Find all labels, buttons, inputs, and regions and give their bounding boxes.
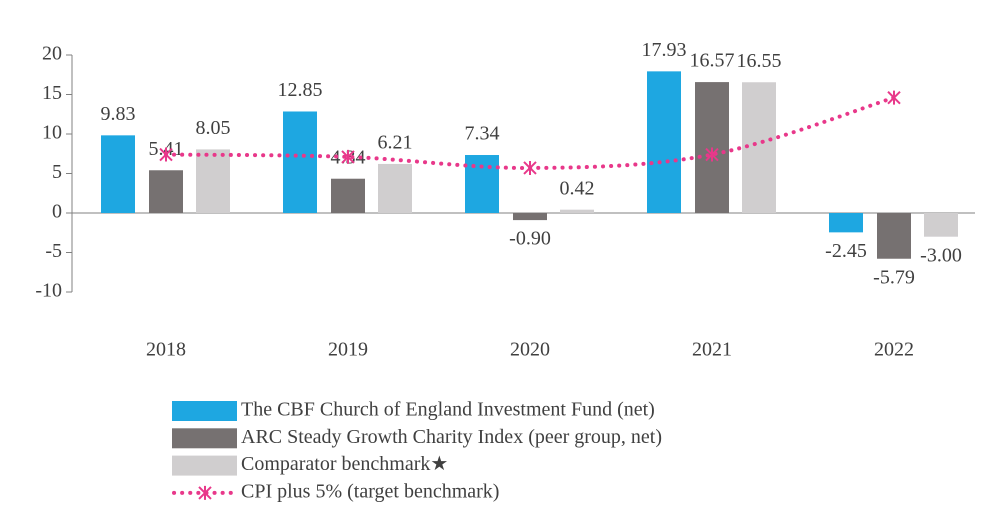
bar (924, 213, 958, 237)
y-tick-label: 15 (42, 82, 62, 104)
y-tick-label: -5 (45, 240, 62, 262)
bar (829, 213, 863, 233)
data-label: 17.93 (642, 39, 687, 61)
legend-label: The CBF Church of England Investment Fun… (241, 399, 655, 421)
data-label: 16.55 (737, 50, 782, 72)
bar (877, 213, 911, 259)
bar (647, 71, 681, 213)
marker (341, 149, 355, 164)
legend-swatch (172, 401, 237, 421)
bar (331, 178, 365, 213)
marker (705, 147, 719, 162)
x-tick-label: 2022 (874, 339, 914, 361)
y-tick-label: 0 (52, 201, 62, 223)
bar (513, 213, 547, 221)
y-tick-label: 5 (52, 161, 62, 183)
legend-label: CPI plus 5% (target benchmark) (241, 480, 499, 502)
y-tick-label: -10 (35, 280, 62, 302)
bar (560, 209, 594, 213)
data-label: 12.85 (278, 79, 323, 101)
marker (887, 90, 901, 105)
x-tick-label: 2020 (510, 339, 550, 361)
bar (196, 149, 230, 213)
data-label: 7.34 (465, 123, 500, 145)
legend-marker (198, 485, 212, 500)
bar (101, 135, 135, 213)
y-tick-label: 20 (42, 43, 62, 65)
legend-swatch (172, 428, 237, 449)
bar (378, 163, 412, 213)
bar (465, 155, 499, 213)
legend-label: ARC Steady Growth Charity Index (peer gr… (241, 426, 662, 448)
data-label: -2.45 (825, 240, 867, 262)
x-tick-label: 2021 (692, 339, 732, 361)
data-label: -0.90 (509, 228, 551, 250)
data-label: -5.79 (873, 266, 915, 288)
data-label: 6.21 (378, 132, 413, 154)
marker (159, 147, 173, 162)
legend-label: Comparator benchmark★ (241, 453, 448, 475)
data-label: 0.42 (560, 177, 595, 199)
data-label: 16.57 (690, 50, 735, 72)
data-label: 9.83 (101, 103, 136, 125)
x-tick-label: 2019 (328, 339, 368, 361)
legend-swatch (172, 455, 237, 476)
line (164, 95, 896, 170)
data-label: -3.00 (920, 244, 962, 266)
x-tick-label: 2018 (146, 339, 186, 361)
y-tick-label: 10 (42, 122, 62, 144)
data-label: 8.05 (196, 117, 231, 139)
bar (283, 111, 317, 213)
bar (149, 170, 183, 213)
marker (523, 160, 537, 175)
